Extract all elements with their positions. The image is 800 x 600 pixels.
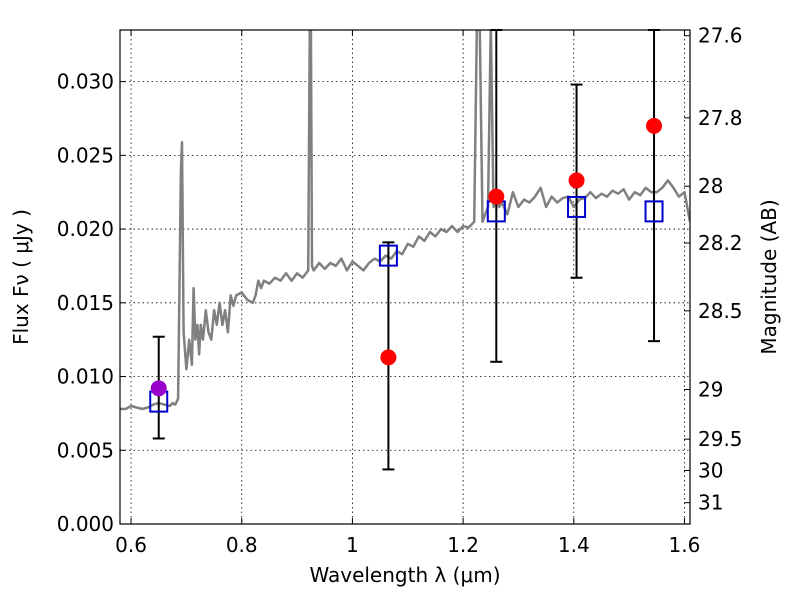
spectrum-line: [120, 30, 690, 411]
y-tick-label-6: 0.030: [57, 70, 114, 94]
right-tick-label-1: 27.8: [698, 106, 743, 130]
x-tick-label-4: 1.4: [558, 533, 590, 557]
y-tick-label-2: 0.010: [57, 365, 114, 389]
model-point-4: [644, 200, 664, 223]
error-bars: [152, 29, 661, 471]
y-tick-label-1: 0.005: [57, 438, 114, 462]
observed-point-0: [150, 380, 167, 397]
grid-lines: [120, 30, 690, 525]
right-tick-label-2: 28: [698, 174, 723, 198]
right-tick-label-8: 31: [698, 491, 723, 515]
y-tick-label-5: 0.025: [57, 143, 114, 167]
observed-point-1: [380, 349, 397, 366]
x-tick-label-5: 1.6: [669, 533, 701, 557]
x-tick-label-1: 0.8: [226, 533, 258, 557]
y-axis-label: Flux Fν ( μJy ): [9, 209, 33, 345]
axis-ticks: 0.6 0.8 1 1.2 1.4 1.6 0.000 0.005 0.010 0.015 0.02…: [57, 24, 743, 557]
right-tick-label-6: 29.5: [698, 427, 743, 451]
model-markers: [149, 195, 664, 413]
observed-point-4: [646, 117, 663, 134]
right-tick-label-3: 28.2: [698, 231, 743, 255]
observed-point-3: [568, 172, 585, 189]
observed-markers: [150, 117, 663, 397]
observed-point-2: [488, 188, 505, 205]
x-tick-label-0: 0.6: [115, 533, 147, 557]
right-tick-label-4: 28.5: [698, 299, 743, 323]
x-axis-label: Wavelength λ (μm): [309, 563, 500, 587]
x-tick-label-2: 1: [346, 533, 359, 557]
right-tick-label-7: 30: [698, 458, 723, 482]
right-tick-label-5: 29: [698, 378, 723, 402]
model-point-1: [378, 244, 398, 267]
right-axis-label: Magnitude (AB): [757, 199, 781, 354]
right-tick-label-0: 27.6: [698, 24, 743, 48]
plot-frame: [119, 29, 691, 525]
y-tick-label-0: 0.000: [57, 512, 114, 536]
y-tick-label-4: 0.020: [57, 217, 114, 241]
y-tick-label-3: 0.015: [57, 291, 114, 315]
spectrum-layer: [120, 30, 690, 411]
x-tick-label-3: 1.2: [447, 533, 479, 557]
model-point-3: [567, 195, 587, 218]
